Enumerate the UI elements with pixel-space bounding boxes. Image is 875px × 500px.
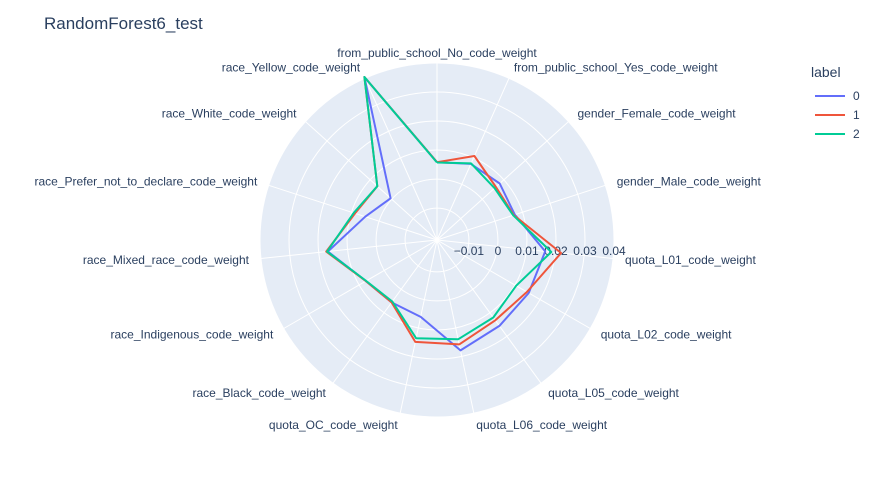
grid-spoke — [436, 239, 542, 384]
category-label: quota_OC_code_weight — [269, 418, 398, 432]
series-line-0[interactable] — [326, 76, 547, 352]
legend-item-1[interactable]: 1 — [811, 105, 860, 124]
grid-spoke — [399, 239, 438, 414]
legend-swatch-2 — [815, 132, 845, 135]
category-label: quota_L05_code_weight — [548, 386, 679, 400]
category-label: from_public_school_No_code_weight — [337, 46, 537, 60]
angular-grid — [260, 63, 614, 414]
series-lines — [325, 76, 563, 352]
grid-spoke — [436, 239, 475, 414]
legend-item-2[interactable]: 2 — [811, 124, 860, 143]
category-label: race_Black_code_weight — [192, 386, 326, 400]
grid-spoke — [436, 121, 569, 241]
grid-spoke — [436, 239, 614, 259]
grid-spoke — [283, 239, 438, 329]
legend-item-0[interactable]: 0 — [811, 86, 860, 105]
legend-title: label — [811, 64, 841, 80]
radial-tick-label: 0.03 — [573, 244, 597, 258]
radial-tick-label: 0.04 — [602, 244, 626, 258]
category-label: race_Mixed_race_code_weight — [83, 253, 250, 267]
grid-spoke — [260, 239, 438, 259]
category-label: quota_L02_code_weight — [601, 328, 732, 342]
grid-spoke — [436, 184, 606, 241]
category-labels: from_public_school_No_code_weightfrom_pu… — [34, 46, 761, 432]
chart-title: RandomForest6_test — [44, 14, 203, 33]
legend-swatch-1 — [815, 113, 845, 116]
legend-label-0: 0 — [853, 88, 860, 103]
legend: label 0 1 2 — [811, 64, 860, 143]
legend-swatch-0 — [815, 94, 845, 97]
grid-spoke — [364, 78, 438, 241]
category-label: gender_Female_code_weight — [578, 107, 737, 121]
grid-spoke — [305, 121, 438, 241]
radial-tick-label: 0.02 — [544, 244, 568, 258]
legend-label-1: 1 — [853, 107, 860, 122]
grid-spoke — [436, 239, 591, 329]
category-label: race_Prefer_not_to_declare_code_weight — [34, 175, 257, 189]
category-label: race_White_code_weight — [162, 107, 297, 121]
category-label: quota_L06_code_weight — [476, 418, 607, 432]
series-line-2[interactable] — [326, 76, 553, 341]
radial-tick-label: 0.01 — [515, 244, 539, 258]
category-label: quota_L01_code_weight — [625, 253, 756, 267]
grid-spoke — [436, 78, 510, 241]
category-label: race_Yellow_code_weight — [222, 60, 361, 74]
legend-label-2: 2 — [853, 126, 860, 141]
radial-tick-labels: −0.01 0 0.01 0.02 0.03 0.04 — [454, 244, 626, 258]
grid-spoke — [332, 239, 438, 384]
category-label: gender_Male_code_weight — [617, 175, 762, 189]
category-label: from_public_school_Yes_code_weight — [514, 60, 718, 74]
radial-tick-label: 0 — [495, 244, 502, 258]
radial-tick-label: −0.01 — [454, 244, 485, 258]
category-label: race_Indigenous_code_weight — [111, 328, 274, 342]
